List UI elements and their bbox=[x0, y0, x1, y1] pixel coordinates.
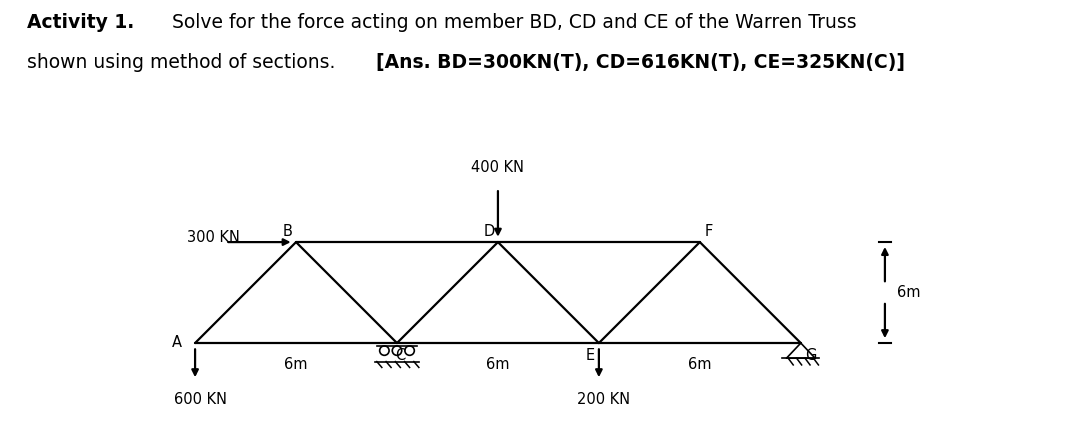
Text: A: A bbox=[172, 335, 181, 350]
Text: shown using method of sections.: shown using method of sections. bbox=[27, 53, 348, 72]
Text: Solve for the force acting on member BD, CD and CE of the Warren Truss: Solve for the force acting on member BD,… bbox=[160, 13, 856, 32]
Text: B: B bbox=[283, 224, 293, 239]
Text: 400 KN: 400 KN bbox=[472, 160, 525, 175]
Text: 200 KN: 200 KN bbox=[578, 392, 631, 407]
Text: Activity 1.: Activity 1. bbox=[27, 13, 134, 32]
Text: 6m: 6m bbox=[486, 357, 510, 373]
Text: 300 KN: 300 KN bbox=[187, 230, 240, 246]
Text: 600 KN: 600 KN bbox=[174, 392, 227, 407]
Text: G: G bbox=[806, 348, 816, 363]
Text: D: D bbox=[484, 224, 495, 239]
Text: 6m: 6m bbox=[896, 285, 920, 300]
Text: F: F bbox=[704, 224, 713, 239]
Text: C: C bbox=[395, 348, 405, 363]
Text: [Ans. BD=300KN(T), CD=616KN(T), CE=325KN(C)]: [Ans. BD=300KN(T), CD=616KN(T), CE=325KN… bbox=[376, 53, 905, 72]
Text: 6m: 6m bbox=[284, 357, 308, 373]
Text: 6m: 6m bbox=[688, 357, 712, 373]
Text: E: E bbox=[586, 348, 595, 363]
